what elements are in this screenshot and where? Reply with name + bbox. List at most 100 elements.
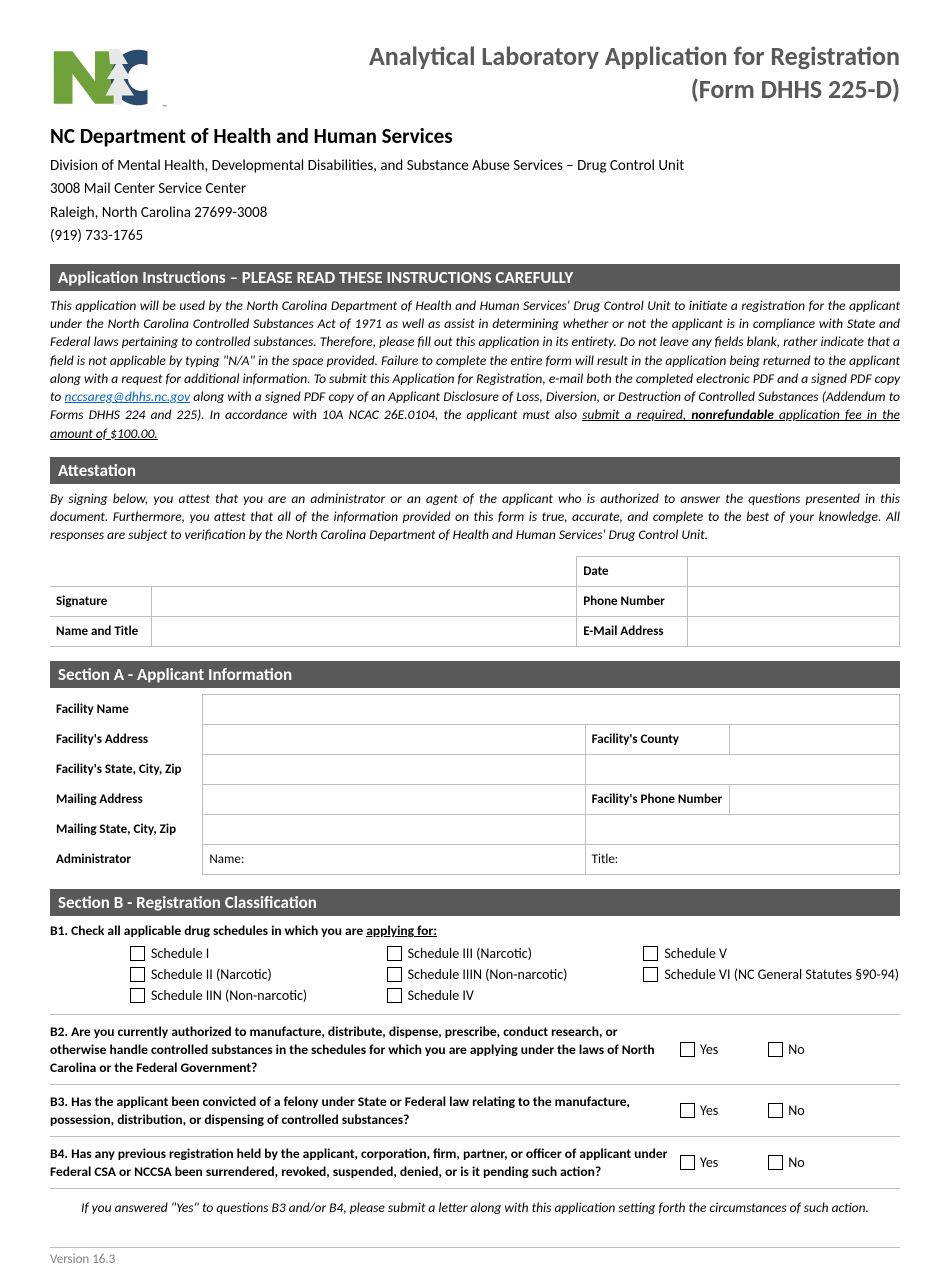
- b3-no-label: No: [788, 1102, 804, 1119]
- department-name: NC Department of Health and Human Servic…: [50, 123, 900, 149]
- checkbox-schedule-6[interactable]: [643, 967, 658, 982]
- admin-title-input[interactable]: Title:: [585, 845, 899, 875]
- email-label: E-Mail Address: [577, 617, 687, 647]
- checkbox-schedule-1[interactable]: [130, 946, 145, 961]
- phone-input[interactable]: [687, 587, 899, 617]
- checkbox-b4-no[interactable]: [768, 1155, 783, 1170]
- fee-pre: submit a required,: [582, 406, 691, 423]
- schedule-3n-label: Schedule IIIN (Non-narcotic): [408, 966, 568, 983]
- section-a-table: Facility Name Facility's Address Facilit…: [50, 694, 900, 875]
- b1-prompt-underline: applying for:: [366, 922, 437, 939]
- checkbox-schedule-5[interactable]: [643, 946, 658, 961]
- schedule-2-label: Schedule II (Narcotic): [151, 966, 272, 983]
- form-title-line2: (Form DHHS 225-D): [190, 73, 900, 106]
- checkbox-b4-yes[interactable]: [680, 1155, 695, 1170]
- b4-no: No: [768, 1154, 804, 1171]
- svg-text:™: ™: [163, 103, 167, 111]
- addr-line1: 3008 Mail Center Service Center: [50, 178, 900, 201]
- addr-line2: Raleigh, North Carolina 27699-3008: [50, 202, 900, 225]
- admin-title-prefix: Title:: [592, 852, 619, 867]
- attestation-bar: Attestation: [50, 457, 900, 484]
- instructions-bar: Application Instructions – PLEASE READ T…: [50, 264, 900, 291]
- b3-text: B3. Has the applicant been convicted of …: [50, 1093, 670, 1128]
- checkbox-schedule-2n[interactable]: [130, 988, 145, 1003]
- facility-state-input[interactable]: [203, 755, 585, 785]
- facility-name-label: Facility Name: [50, 695, 203, 725]
- nonrefundable: nonrefundable: [691, 406, 774, 423]
- section-a-bar: Section A - Applicant Information: [50, 661, 900, 688]
- schedule-3n: Schedule IIIN (Non-narcotic): [387, 966, 644, 983]
- schedule-3-label: Schedule III (Narcotic): [408, 945, 532, 962]
- mailing-cityzip-input[interactable]: [585, 815, 899, 845]
- signature-table: Date Signature Phone Number Name and Tit…: [50, 556, 900, 647]
- admin-name-prefix: Name:: [209, 852, 244, 867]
- administrator-label: Administrator: [50, 845, 203, 875]
- mailing-state-input[interactable]: [203, 815, 585, 845]
- b3-yesno: Yes No: [680, 1102, 900, 1119]
- b3-yes: Yes: [680, 1102, 718, 1119]
- b4-text: B4. Has any previous registration held b…: [50, 1145, 670, 1180]
- b2-text: B2. Are you currently authorized to manu…: [50, 1023, 670, 1076]
- division-line: Division of Mental Health, Developmental…: [50, 155, 900, 178]
- mailing-address-input[interactable]: [203, 785, 585, 815]
- b2-yes-label: Yes: [700, 1041, 718, 1058]
- schedule-3: Schedule III (Narcotic): [387, 945, 644, 962]
- facility-county-input[interactable]: [730, 725, 900, 755]
- phone-label: Phone Number: [577, 587, 687, 617]
- name-title-label: Name and Title: [50, 617, 152, 647]
- checkbox-b2-yes[interactable]: [680, 1042, 695, 1057]
- date-input[interactable]: [687, 557, 899, 587]
- facility-name-input[interactable]: [203, 695, 900, 725]
- b2-no: No: [768, 1041, 804, 1058]
- facility-county-label: Facility's County: [585, 725, 729, 755]
- b1-prompt-pre: B1. Check all applicable drug schedules …: [50, 922, 366, 939]
- signature-label: Signature: [50, 587, 152, 617]
- schedule-grid: Schedule I Schedule III (Narcotic) Sched…: [130, 945, 900, 1004]
- facility-cityzip-input[interactable]: [585, 755, 899, 785]
- schedule-2: Schedule II (Narcotic): [130, 966, 387, 983]
- facility-address-input[interactable]: [203, 725, 585, 755]
- b2-row: B2. Are you currently authorized to manu…: [50, 1014, 900, 1084]
- date-label: Date: [577, 557, 687, 587]
- schedule-4: Schedule IV: [387, 987, 644, 1004]
- checkbox-b2-no[interactable]: [768, 1042, 783, 1057]
- b4-yesno: Yes No: [680, 1154, 900, 1171]
- header-row: ™ Analytical Laboratory Application for …: [50, 40, 900, 115]
- facility-address-label: Facility's Address: [50, 725, 203, 755]
- b3-yes-label: Yes: [700, 1102, 718, 1119]
- schedule-2n-label: Schedule IIN (Non-narcotic): [151, 987, 307, 1004]
- attestation-text: By signing below, you attest that you ar…: [50, 490, 900, 545]
- b1-prompt: B1. Check all applicable drug schedules …: [50, 922, 900, 939]
- checkbox-schedule-3[interactable]: [387, 946, 402, 961]
- signature-input[interactable]: [152, 587, 577, 617]
- checkbox-schedule-4[interactable]: [387, 988, 402, 1003]
- b3-row: B3. Has the applicant been convicted of …: [50, 1084, 900, 1136]
- version-footer: Version 16.3: [50, 1247, 900, 1267]
- b3-no: No: [768, 1102, 804, 1119]
- schedule-5: Schedule V: [643, 945, 900, 962]
- admin-name-input[interactable]: Name:: [203, 845, 585, 875]
- email-input[interactable]: [687, 617, 899, 647]
- schedule-6-label: Schedule VI (NC General Statutes §90-94): [664, 966, 899, 983]
- facility-phone-input[interactable]: [730, 785, 900, 815]
- checkbox-b3-no[interactable]: [768, 1103, 783, 1118]
- address-block: Division of Mental Health, Developmental…: [50, 155, 900, 248]
- b4-row: B4. Has any previous registration held b…: [50, 1136, 900, 1189]
- checkbox-b3-yes[interactable]: [680, 1103, 695, 1118]
- addr-phone: (919) 733-1765: [50, 225, 900, 248]
- schedule-1-label: Schedule I: [151, 945, 209, 962]
- checkbox-schedule-3n[interactable]: [387, 967, 402, 982]
- mailing-scz-label: Mailing State, City, Zip: [50, 815, 203, 845]
- form-title-line1: Analytical Laboratory Application for Re…: [190, 40, 900, 73]
- instructions-text: This application will be used by the Nor…: [50, 297, 900, 443]
- checkbox-schedule-2[interactable]: [130, 967, 145, 982]
- name-title-input[interactable]: [152, 617, 577, 647]
- b2-yesno: Yes No: [680, 1041, 900, 1058]
- b4-yes-label: Yes: [700, 1154, 718, 1171]
- section-b-footnote: If you answered "Yes" to questions B3 an…: [50, 1199, 900, 1217]
- schedule-5-label: Schedule V: [664, 945, 727, 962]
- facility-phone-label: Facility's Phone Number: [585, 785, 729, 815]
- nc-logo: ™: [50, 40, 170, 115]
- b2-yes: Yes: [680, 1041, 718, 1058]
- email-link[interactable]: nccsareg@dhhs.nc.gov: [65, 388, 191, 405]
